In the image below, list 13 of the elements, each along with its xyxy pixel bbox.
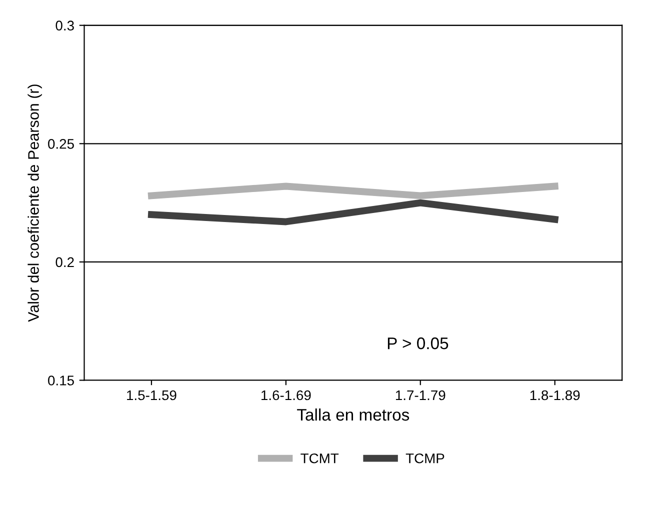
y-tick-label: 0.25 <box>48 138 74 149</box>
y-tick-label: 0.15 <box>48 376 74 386</box>
y-axis-title: Valor del coeficiente de Pearson (r) <box>28 84 42 322</box>
y-tick-label: 0.3 <box>56 20 74 31</box>
x-tick-label: 1.7-1.79 <box>396 390 446 400</box>
legend-label: TCMP <box>406 453 444 464</box>
legend-label: TCMT <box>300 453 339 464</box>
x-tick-label: 1.6-1.69 <box>262 390 311 400</box>
x-axis-title: Talla en metros <box>297 408 410 421</box>
x-tick-label: 1.8-1.89 <box>530 390 580 400</box>
y-tick-label: 0.2 <box>56 257 74 268</box>
x-tick-label: 1.5-1.59 <box>127 390 176 400</box>
annotation: P > 0.05 <box>388 337 448 350</box>
